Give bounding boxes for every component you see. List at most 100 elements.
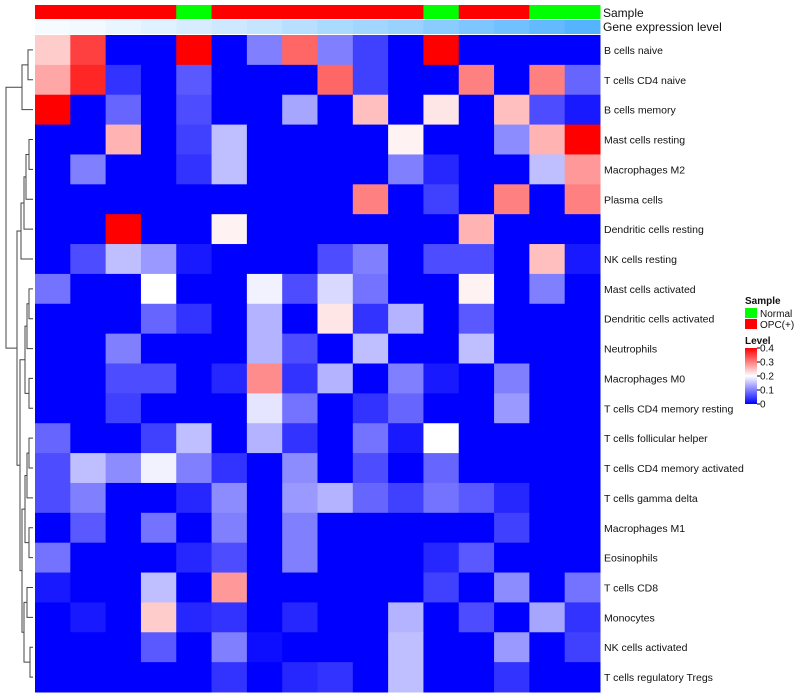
heatmap-cell (70, 94, 107, 126)
heatmap-cell (352, 273, 389, 305)
heatmap-cell (246, 393, 283, 424)
heatmap-cell (35, 482, 71, 514)
heatmap-cell (246, 154, 283, 185)
sample-strip-cell (211, 5, 248, 19)
heatmap-cell (317, 124, 354, 155)
heatmap-cell (35, 542, 71, 574)
heatmap-cell (282, 632, 318, 663)
heatmap-cell (352, 453, 389, 484)
heatmap-cell (105, 602, 142, 633)
heatmap-cell (176, 482, 213, 514)
heatmap-cell (105, 35, 142, 66)
heatmap-cell (105, 662, 142, 693)
heatmap-cell (317, 572, 354, 603)
heatmap-cell (176, 542, 213, 574)
legend-tick-label: 0 (760, 400, 766, 411)
heatmap-cell (494, 662, 530, 693)
expression-strip-cell (529, 20, 566, 34)
heatmap-cell (282, 423, 318, 454)
heatmap-cell (105, 393, 142, 424)
heatmap-cell (246, 542, 283, 574)
row-label: T cells CD8 (604, 582, 658, 594)
heatmap-cell (105, 94, 142, 126)
heatmap-cell (317, 184, 354, 215)
heatmap-cell (246, 363, 283, 394)
heatmap-cell (529, 482, 566, 514)
heatmap-cell (140, 184, 177, 215)
heatmap-cell (423, 632, 460, 663)
heatmap-cell (529, 453, 566, 484)
heatmap-cell (35, 35, 71, 66)
heatmap-cell (176, 184, 213, 215)
row-label: T cells CD4 memory resting (604, 403, 733, 415)
heatmap-cell (388, 542, 424, 574)
row-labels: B cells naive T cells CD4 naive B cells me… (604, 45, 744, 684)
heatmap-cell (282, 602, 318, 633)
heatmap-cell (458, 482, 495, 514)
heatmap-cell (246, 662, 283, 693)
heatmap-cell (140, 453, 177, 484)
heatmap-cell (282, 482, 318, 514)
heatmap-cell (282, 662, 318, 693)
sample-annotation-strip (35, 5, 601, 19)
heatmap-cell (317, 273, 354, 305)
heatmap-cell (529, 393, 566, 424)
heatmap-cell (529, 303, 566, 335)
heatmap-cell (317, 423, 354, 454)
heatmap-cell (246, 94, 283, 126)
heatmap-cell (494, 214, 530, 245)
heatmap-cell (494, 512, 530, 544)
heatmap-cell (458, 184, 495, 215)
heatmap-cell (458, 512, 495, 544)
heatmap-cell (423, 94, 460, 126)
heatmap-cell (105, 632, 142, 663)
dendrogram-branch (28, 377, 33, 409)
heatmap-cell (423, 423, 460, 454)
heatmap-cell (70, 542, 107, 574)
heatmap-cell (388, 512, 424, 544)
heatmap-cell (352, 244, 389, 275)
heatmap-cell (211, 333, 248, 364)
legend-label-normal: Normal (760, 309, 792, 320)
heatmap-cell (317, 393, 354, 424)
legend-level-colorbar (745, 348, 757, 404)
expression-strip-cell (211, 20, 248, 34)
dendrogram-branch (28, 437, 33, 469)
row-label: T cells gamma delta (604, 493, 698, 505)
heatmap-cell (211, 184, 248, 215)
dendrogram-branch (26, 303, 33, 350)
row-label: T cells follicular helper (604, 433, 708, 445)
heatmap-cell (352, 64, 389, 96)
heatmap-cell (352, 572, 389, 603)
heatmap-cell (140, 154, 177, 185)
heatmap-cell (176, 423, 213, 454)
heatmap-cell (529, 632, 566, 663)
heatmap-cell (176, 214, 213, 245)
legend-tick-label: 0.2 (760, 372, 774, 383)
row-label: Macrophages M1 (604, 523, 685, 535)
heatmap-cell (176, 154, 213, 185)
heatmap-cell (564, 273, 601, 305)
heatmap-cell (105, 214, 142, 245)
heatmap-cell (70, 632, 107, 663)
heatmap-cell (529, 184, 566, 215)
heatmap-cell (458, 423, 495, 454)
heatmap-cell (70, 214, 107, 245)
heatmap-cell (352, 393, 389, 424)
heatmap-cell (423, 542, 460, 574)
expression-strip-cell (352, 20, 389, 34)
row-label: NK cells activated (604, 642, 688, 654)
heatmap-cell (211, 393, 248, 424)
heatmap-cell (529, 35, 566, 66)
heatmap-cell (388, 363, 424, 394)
heatmap-cell (564, 453, 601, 484)
row-label: Plasma cells (604, 194, 663, 206)
heatmap-cell (352, 35, 389, 66)
sample-strip-cell (246, 5, 283, 19)
heatmap-cell (246, 184, 283, 215)
heatmap-cell (388, 333, 424, 364)
heatmap-cell (70, 124, 107, 155)
heatmap-cell (564, 662, 601, 693)
heatmap-cell (70, 453, 107, 484)
